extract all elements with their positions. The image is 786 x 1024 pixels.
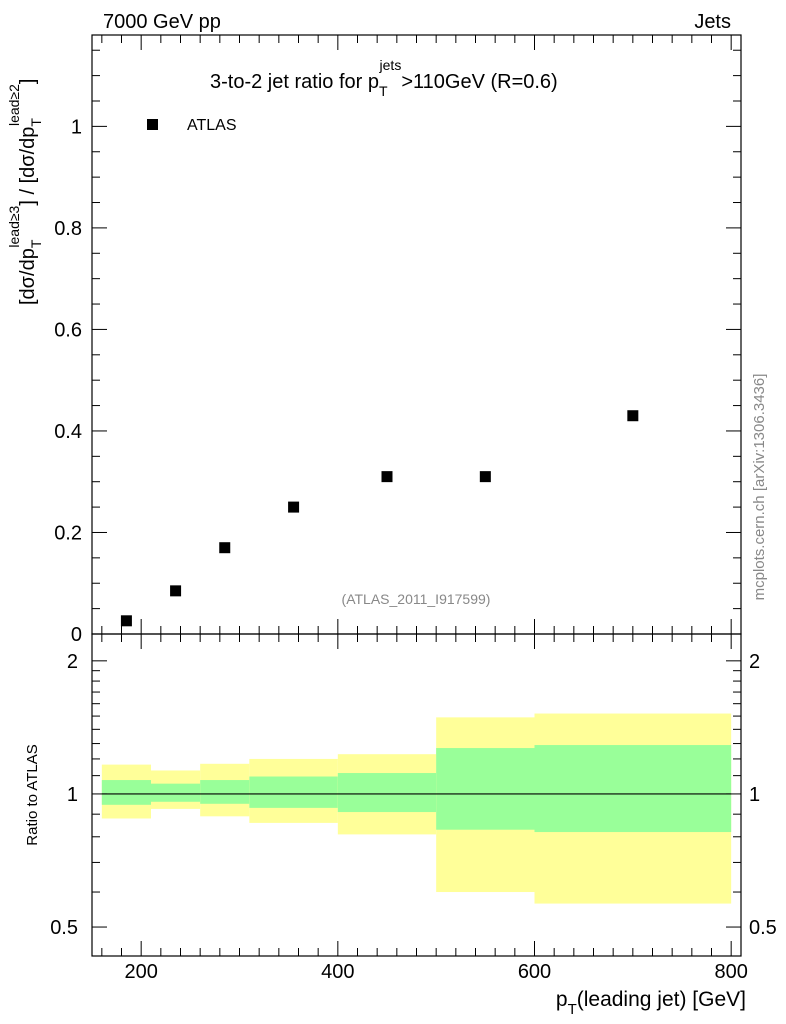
data-point bbox=[381, 471, 393, 483]
main-y-tick-label: 0.6 bbox=[54, 319, 82, 341]
ratio-y-axis-label: Ratio to ATLAS bbox=[24, 744, 41, 845]
ratio-inner-band bbox=[101, 780, 151, 805]
ratio-inner-band bbox=[200, 780, 250, 804]
ratio-inner-band bbox=[337, 773, 437, 813]
data-point bbox=[479, 471, 491, 483]
ratio-y-tick-label-left: 1 bbox=[67, 784, 78, 806]
main-y-tick-label: 0.2 bbox=[54, 522, 82, 544]
ratio-y-tick-label-right: 0.5 bbox=[749, 917, 777, 939]
ratio-inner-band bbox=[534, 745, 732, 833]
x-axis-label: pT(leading jet) [GeV] bbox=[556, 988, 746, 1018]
main-y-axis-label: [dσ/dpTlead≥3] / [dσ/dpTlead≥2] bbox=[6, 79, 44, 305]
main-y-tick-label: 0.8 bbox=[54, 218, 82, 240]
mcplots-side-label: mcplots.cern.ch [arXiv:1306.3436] bbox=[751, 374, 768, 601]
ratio-inner-band bbox=[249, 776, 338, 808]
analysis-label: (ATLAS_2011_I917599) bbox=[342, 591, 491, 607]
data-point bbox=[120, 615, 132, 627]
data-point bbox=[170, 585, 182, 597]
data-point bbox=[627, 410, 639, 422]
ratio-inner-band bbox=[151, 783, 201, 802]
x-tick-label: 400 bbox=[321, 961, 354, 983]
header-energy-label: 7000 GeV pp bbox=[103, 11, 221, 33]
main-data-points bbox=[120, 410, 639, 627]
ratio-bands bbox=[101, 713, 732, 904]
ratio-y-tick-label-right: 2 bbox=[749, 651, 760, 673]
ratio-inner-band bbox=[436, 748, 535, 830]
legend-atlas-marker bbox=[147, 119, 158, 130]
main-y-tick-label: 0.4 bbox=[54, 421, 82, 443]
header-process-label: Jets bbox=[694, 11, 731, 33]
x-tick-label: 600 bbox=[518, 961, 551, 983]
data-point bbox=[288, 501, 300, 513]
x-tick-label: 800 bbox=[714, 961, 747, 983]
ratio-y-tick-label-right: 1 bbox=[749, 784, 760, 806]
data-point bbox=[219, 542, 231, 554]
legend-atlas-label: ATLAS bbox=[187, 117, 237, 134]
ratio-y-tick-label-left: 2 bbox=[67, 651, 78, 673]
main-title: 3-to-2 jet ratio for pTjets>110GeV (R=0.… bbox=[210, 57, 558, 99]
main-y-tick-label: 1 bbox=[71, 116, 82, 138]
ratio-y-tick-label-left: 0.5 bbox=[50, 917, 78, 939]
main-y-tick-label: 0 bbox=[71, 624, 82, 646]
x-tick-label: 200 bbox=[124, 961, 157, 983]
